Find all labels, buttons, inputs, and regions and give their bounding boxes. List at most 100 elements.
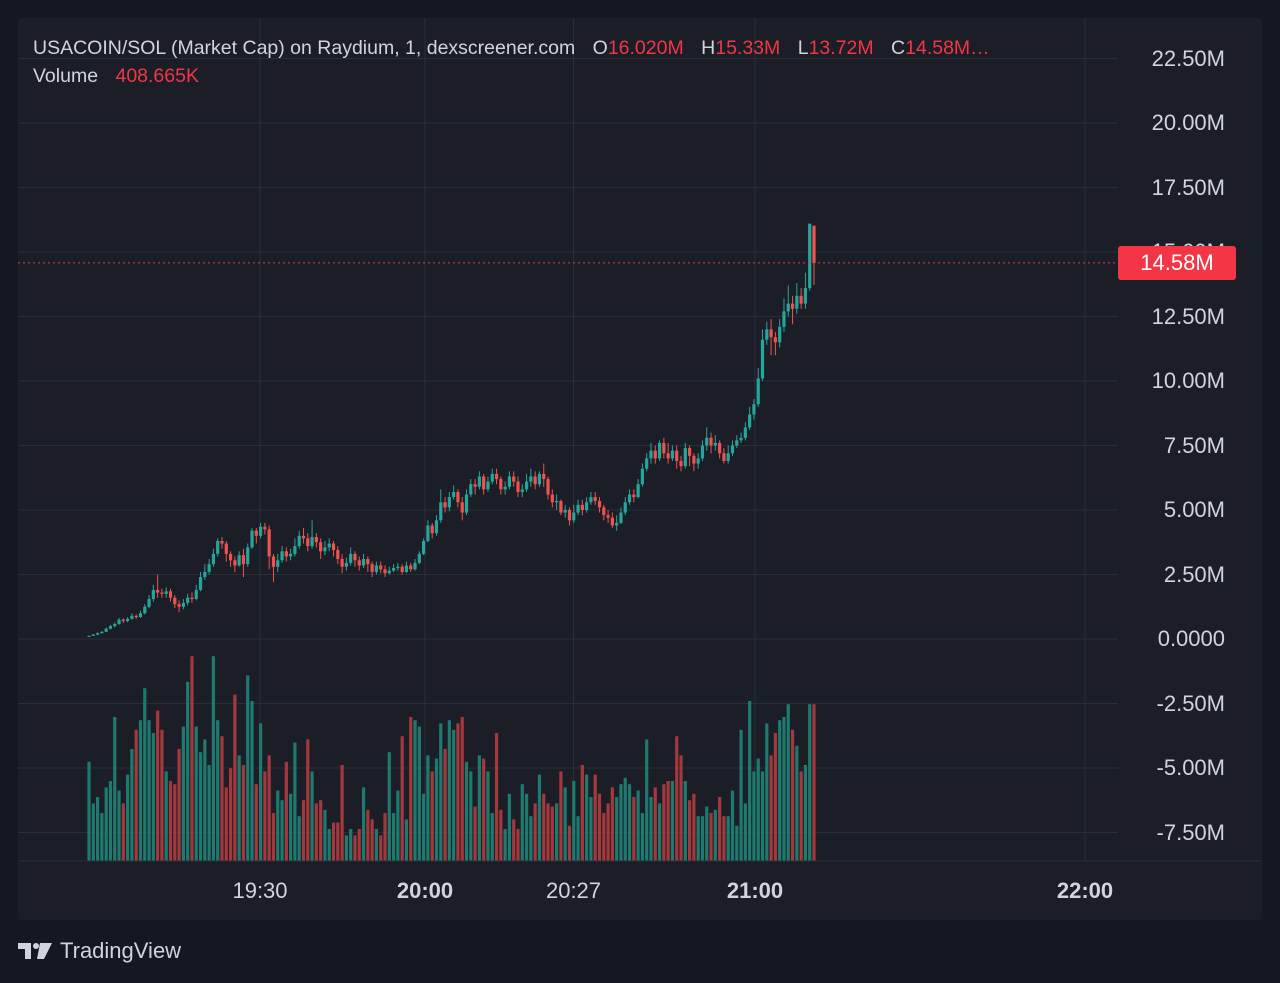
candle-body (374, 565, 379, 572)
volume-bar (417, 726, 421, 861)
volume-bar (297, 816, 301, 861)
candle (370, 561, 374, 578)
candle-body (276, 560, 280, 567)
candle (233, 556, 237, 572)
volume-bar (194, 726, 198, 861)
candle-body (486, 481, 490, 490)
candle (576, 499, 580, 516)
candle-body (542, 473, 546, 480)
volume-bar (207, 765, 211, 861)
candle (216, 538, 220, 557)
candle-body (100, 631, 104, 634)
time-tick-label: 20:00 (396, 878, 454, 903)
candle (237, 551, 241, 567)
candle (443, 497, 447, 513)
candle-body (696, 458, 700, 464)
candle-body (615, 522, 619, 526)
candle-body (705, 437, 709, 446)
candle-body (289, 553, 293, 557)
volume-bar (533, 803, 537, 861)
candle-body (177, 604, 181, 607)
candle (289, 548, 293, 561)
candle (546, 476, 550, 500)
candle (280, 546, 284, 563)
candle-body (649, 450, 653, 459)
price-tick-label: -7.50M (1156, 819, 1225, 845)
candle-body (190, 597, 194, 600)
candle (585, 497, 589, 513)
candle (254, 528, 258, 544)
candle (503, 481, 507, 495)
volume-bar (477, 755, 481, 861)
candle (666, 442, 670, 464)
candle-body (391, 568, 396, 571)
candle (537, 471, 542, 487)
volume-bar (529, 816, 533, 861)
candle (391, 564, 396, 572)
candle (439, 489, 443, 523)
candlestick-chart[interactable] (18, 18, 1262, 920)
volume-bar (790, 729, 795, 861)
volume-bar (104, 787, 108, 861)
volume-bar (589, 797, 593, 861)
volume-bar (748, 701, 752, 861)
volume-bar (705, 806, 709, 861)
volume-bar (314, 803, 318, 861)
candle-body (126, 618, 130, 621)
candle (752, 399, 756, 420)
volume-bar (782, 717, 786, 861)
candle-body (477, 476, 481, 487)
candle (138, 610, 143, 618)
volume-bar (632, 797, 636, 861)
volume-bar (559, 771, 563, 861)
candle-body (645, 458, 649, 469)
candle (134, 614, 138, 619)
volume-bar (113, 717, 117, 861)
candle-body (606, 515, 610, 518)
candle (542, 463, 546, 487)
candle (95, 632, 100, 636)
candle (529, 468, 533, 487)
candle-body (700, 445, 705, 459)
candle (636, 479, 640, 499)
volume-bar (130, 749, 134, 861)
volume-bar (147, 720, 151, 861)
candle-body (447, 497, 451, 508)
close-label: C (891, 37, 906, 59)
volume-bar (593, 774, 597, 861)
candle (353, 551, 357, 567)
candle-body (636, 484, 640, 498)
time-tick-label: 19:30 (232, 878, 288, 903)
chart-frame[interactable]: USACOIN/SOL (Market Cap) on Raydium, 1, … (18, 18, 1262, 920)
volume-bar (323, 809, 327, 861)
price-tick-label: 22.50M (1151, 45, 1225, 71)
tradingview-brand[interactable]: TradingView (18, 938, 181, 964)
candle-body (383, 569, 387, 574)
volume-bar (361, 787, 366, 861)
volume-bar (87, 761, 91, 861)
volume-bar (439, 723, 443, 861)
candle (422, 538, 426, 556)
candle-body (370, 564, 374, 572)
volume-bar (284, 761, 288, 861)
candle-body (327, 543, 331, 548)
candle (464, 489, 469, 516)
candle-body (344, 562, 348, 567)
candle (696, 453, 700, 469)
price-tick-label: 17.50M (1151, 174, 1225, 200)
candle (297, 530, 301, 549)
candle (258, 522, 263, 539)
candle-body (516, 481, 520, 492)
volume-bar (391, 813, 396, 861)
candle (778, 319, 782, 348)
volume-bar (778, 720, 782, 861)
candle (104, 627, 108, 633)
candle (619, 507, 623, 525)
candle-body (748, 414, 752, 428)
candle (795, 282, 799, 314)
candle-body (597, 500, 602, 508)
volume-bar (258, 723, 263, 861)
candle-body (241, 555, 246, 565)
open-label: O (592, 37, 608, 59)
candle-body (546, 479, 550, 495)
